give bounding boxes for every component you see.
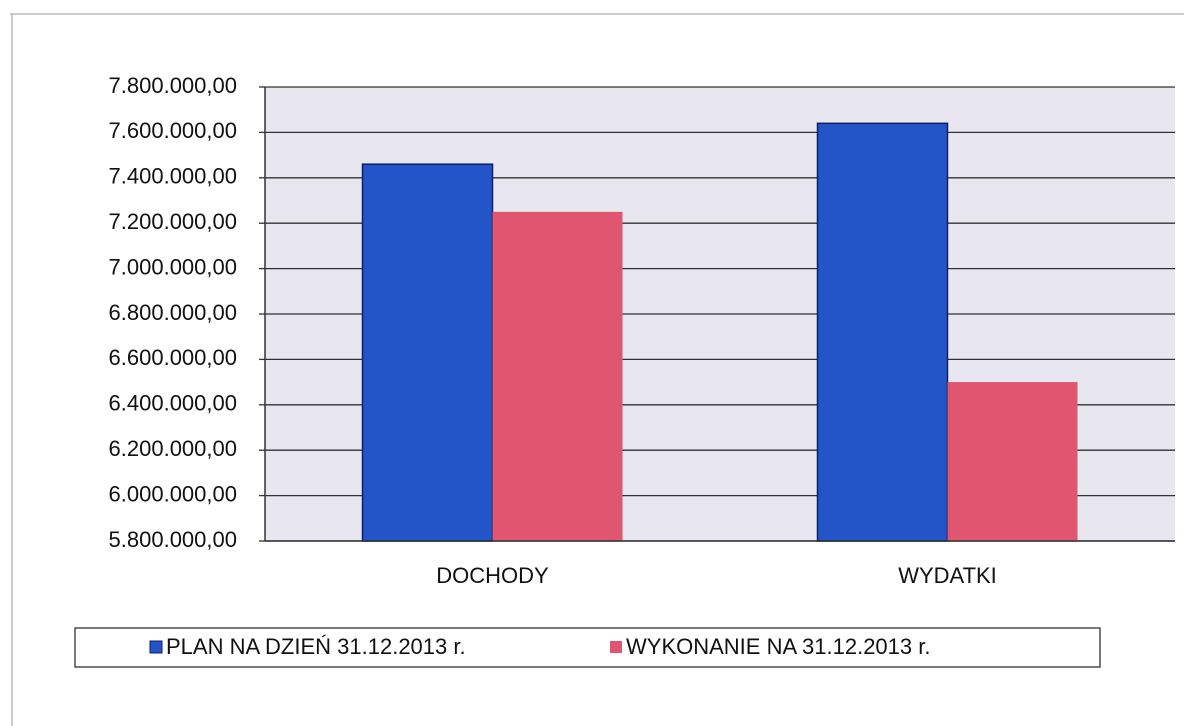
legend-label: PLAN NA DZIEŃ 31.12.2013 r. bbox=[166, 634, 466, 659]
bar bbox=[492, 211, 623, 541]
legend-swatch bbox=[149, 640, 163, 654]
y-tick-label: 6.800.000,00 bbox=[109, 300, 237, 325]
y-tick-label: 6.600.000,00 bbox=[109, 345, 237, 370]
bar bbox=[816, 122, 949, 542]
x-tick-label: WYDATKI bbox=[898, 563, 997, 588]
y-tick-label: 7.600.000,00 bbox=[109, 118, 237, 143]
y-tick-label: 5.800.000,00 bbox=[109, 527, 237, 552]
y-tick-label: 6.200.000,00 bbox=[109, 436, 237, 461]
y-tick-label: 7.200.000,00 bbox=[109, 209, 237, 234]
bar bbox=[947, 382, 1078, 541]
bar bbox=[361, 163, 494, 542]
x-tick-label: DOCHODY bbox=[436, 563, 549, 588]
legend-box bbox=[74, 627, 1101, 668]
legend-label: WYKONANIE NA 31.12.2013 r. bbox=[626, 634, 930, 659]
y-tick-label: 7.000.000,00 bbox=[109, 254, 237, 279]
y-tick-label: 7.400.000,00 bbox=[109, 164, 237, 189]
y-tick-label: 6.000.000,00 bbox=[109, 481, 237, 506]
legend-swatch bbox=[610, 641, 622, 653]
y-tick-label: 7.800.000,00 bbox=[109, 73, 237, 98]
y-tick-label: 6.400.000,00 bbox=[109, 391, 237, 416]
